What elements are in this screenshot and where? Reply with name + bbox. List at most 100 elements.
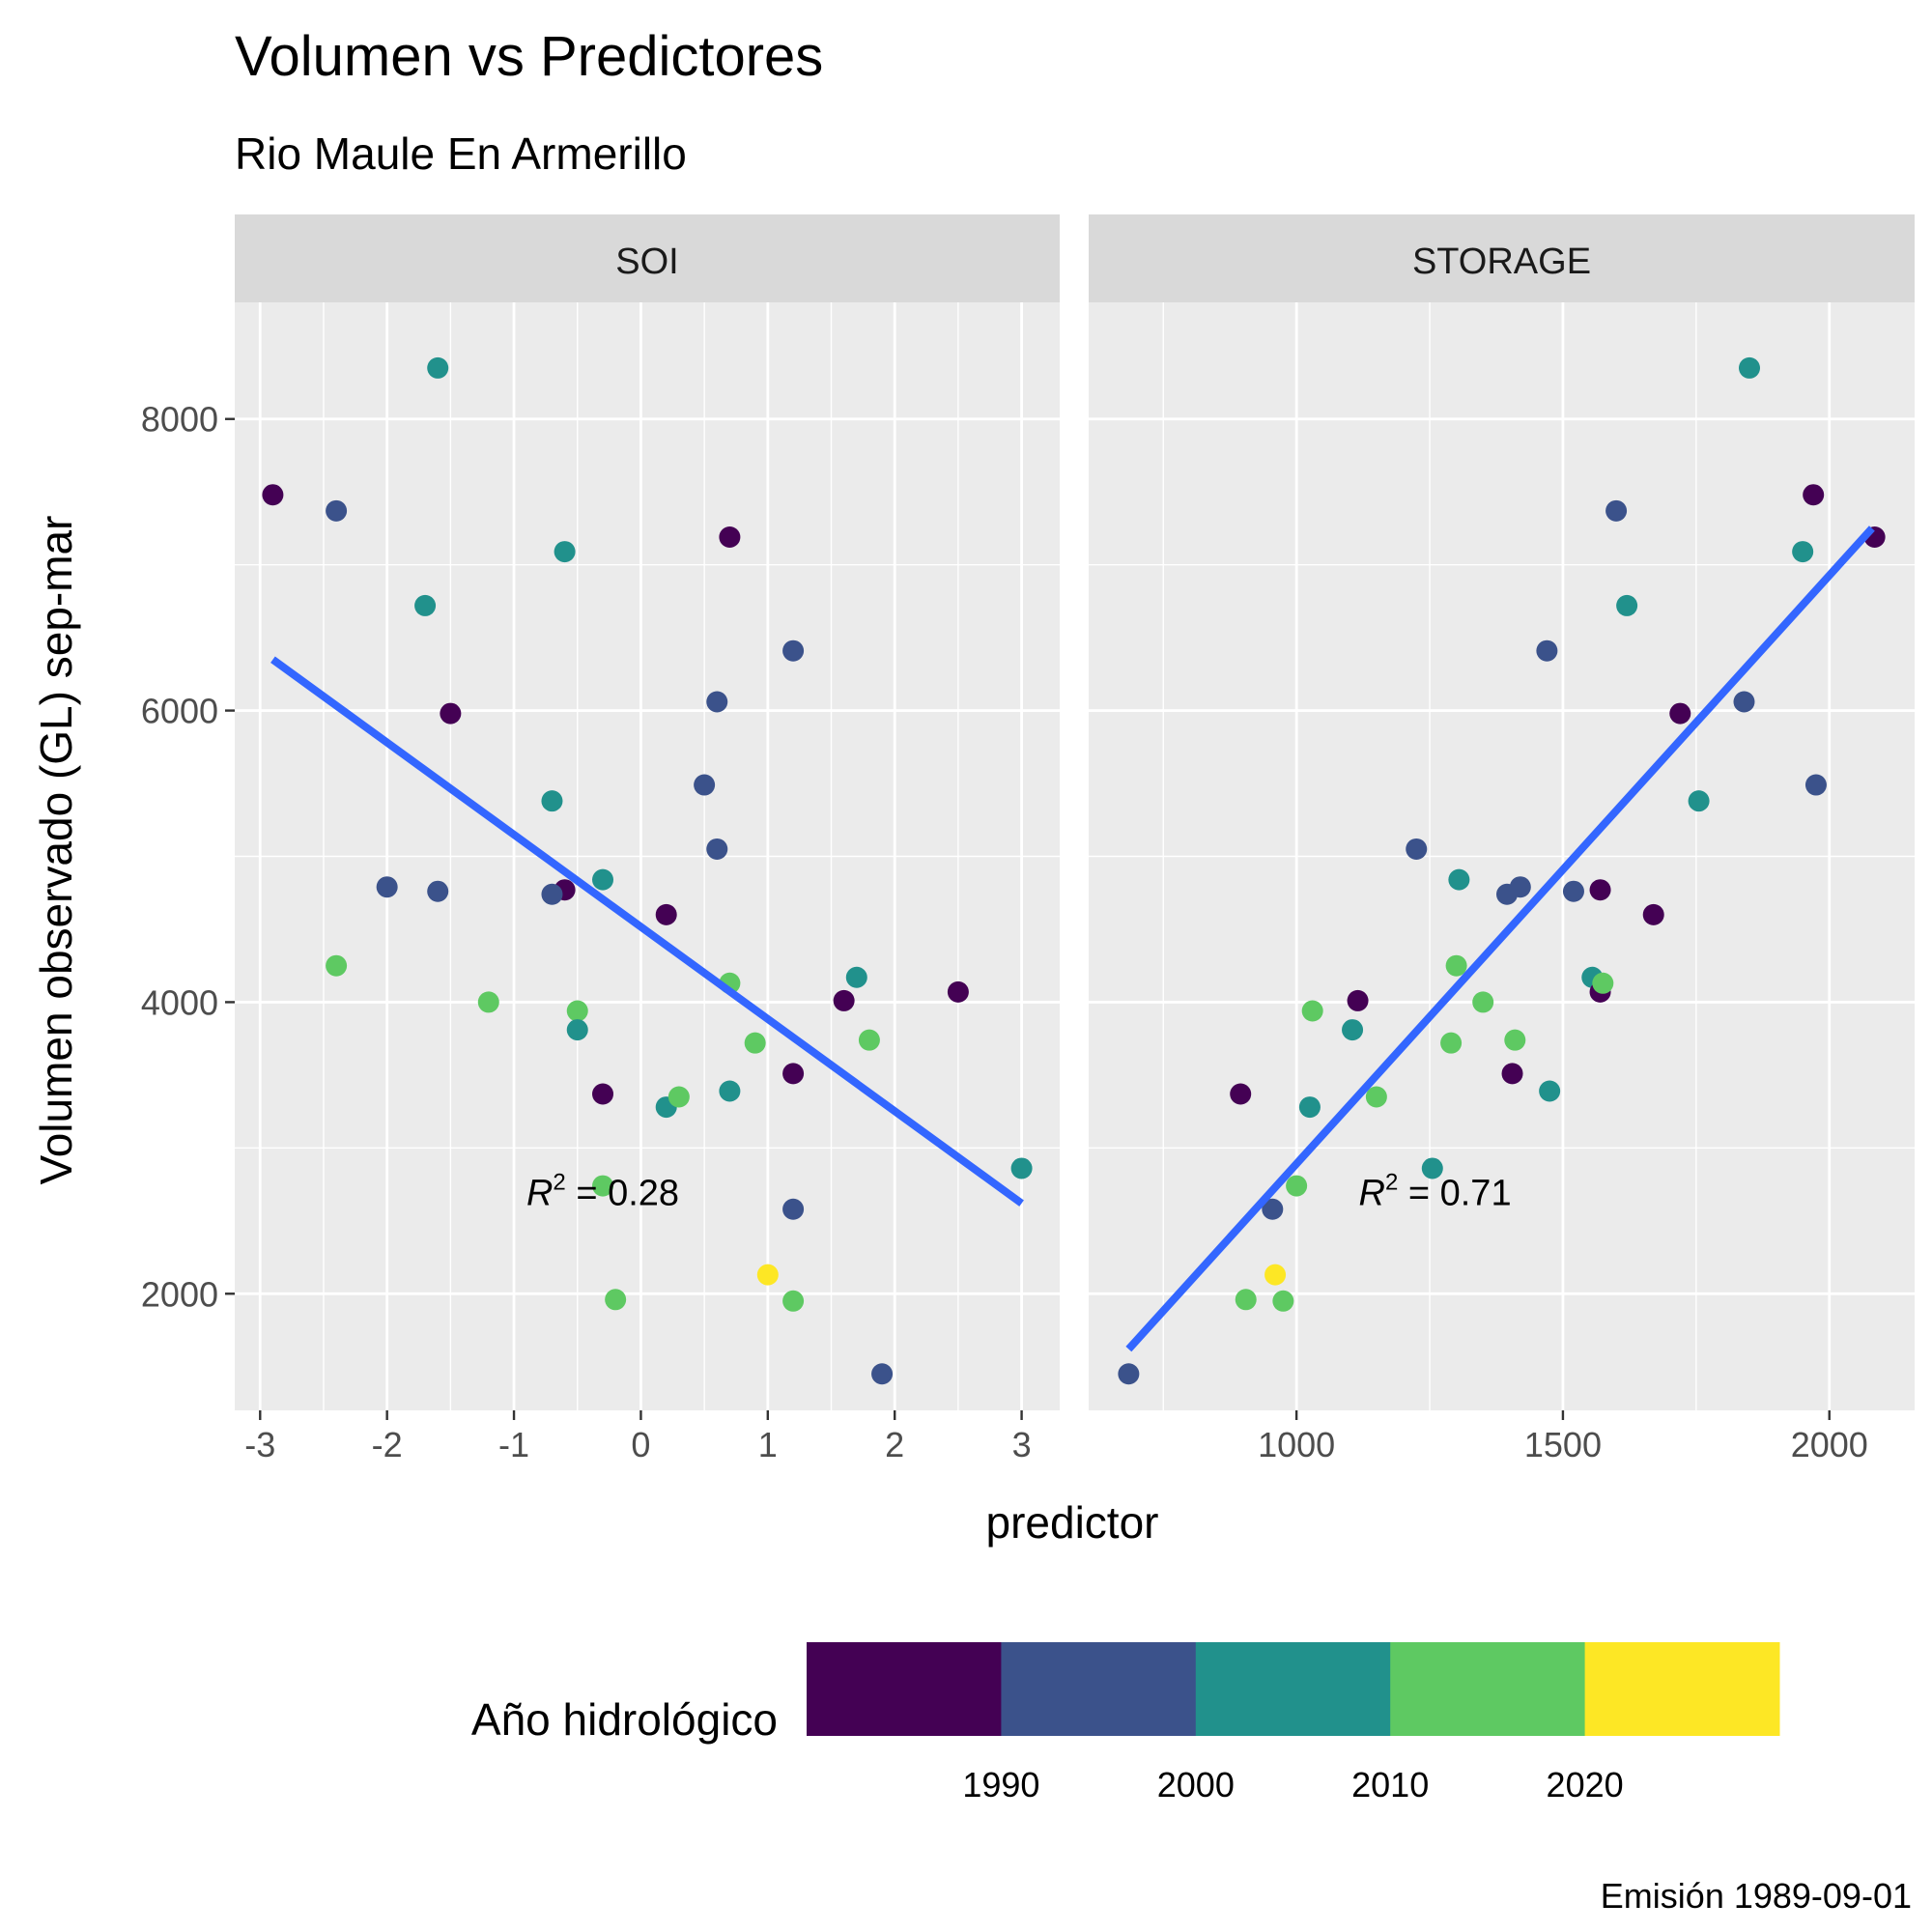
data-point (605, 1289, 627, 1311)
data-point (782, 1063, 805, 1085)
data-point (1365, 1086, 1387, 1108)
panel-strip-label: SOI (615, 242, 678, 282)
data-point (1616, 594, 1638, 616)
panel-strip (235, 214, 1060, 302)
data-point (1421, 1157, 1443, 1179)
data-point (1642, 903, 1664, 925)
y-axis: 2000 4000 6000 8000 (141, 400, 235, 1314)
data-point (427, 356, 449, 379)
x-tick-label: 1000 (1258, 1425, 1335, 1464)
data-point (1272, 1290, 1294, 1312)
data-point (782, 1290, 805, 1312)
legend-color-bin (1584, 1642, 1780, 1736)
data-point (1803, 484, 1825, 506)
data-point (477, 991, 499, 1013)
data-point (871, 1363, 894, 1385)
data-point (655, 903, 677, 925)
regression-line (1125, 526, 1875, 1352)
data-point (262, 484, 284, 506)
data-point (1445, 954, 1467, 977)
data-point (858, 1029, 880, 1051)
data-point (1501, 1063, 1523, 1085)
data-point (1536, 639, 1558, 662)
legend: Año hidrológico 1990 2000 2010 2020 (471, 1642, 1780, 1804)
r2-annotation: R2 = 0.28 (526, 1170, 679, 1214)
x-tick-label: 1 (758, 1425, 778, 1464)
data-point (1592, 972, 1614, 994)
data-point (1448, 868, 1470, 891)
y-tick-label: 6000 (141, 692, 218, 731)
data-point (1298, 1096, 1321, 1119)
data-point (1347, 989, 1369, 1011)
legend-title: Año hidrológico (471, 1694, 778, 1745)
data-point (1589, 879, 1611, 901)
data-point (833, 989, 855, 1011)
data-point (326, 954, 348, 977)
legend-break-label: 2020 (1547, 1765, 1624, 1804)
x-tick-label: -1 (498, 1425, 529, 1464)
data-point (694, 774, 716, 796)
data-point (706, 691, 728, 713)
data-point (756, 1264, 779, 1286)
data-point (427, 880, 449, 902)
data-point (1669, 702, 1691, 724)
data-point (541, 790, 563, 812)
data-point (668, 1086, 690, 1108)
x-tick-label: 2 (885, 1425, 904, 1464)
chart-title: Volumen vs Predictores (235, 25, 823, 88)
legend-color-bin (807, 1642, 1002, 1736)
data-point (1472, 991, 1494, 1013)
x-tick-label: 0 (631, 1425, 650, 1464)
data-point (947, 980, 969, 1003)
x-tick-label: -2 (372, 1425, 403, 1464)
data-point (845, 966, 867, 988)
x-axis-label: predictor (986, 1497, 1159, 1548)
data-point (1235, 1289, 1257, 1311)
y-tick-label: 2000 (141, 1274, 218, 1314)
legend-break-label: 1990 (962, 1765, 1039, 1804)
x-tick-label: -3 (244, 1425, 275, 1464)
data-point (1504, 1029, 1526, 1051)
data-point (1562, 880, 1584, 902)
legend-break-label: 2010 (1351, 1765, 1429, 1804)
data-point (326, 499, 348, 522)
data-point (414, 594, 437, 616)
y-axis-label: Volumen observado (GL) sep-mar (31, 516, 81, 1185)
data-point (440, 702, 462, 724)
data-point (1262, 1198, 1284, 1220)
data-point (592, 1083, 614, 1105)
data-point (1010, 1157, 1033, 1179)
data-point (1342, 1019, 1364, 1041)
data-point (1539, 1080, 1561, 1102)
data-point (782, 1198, 805, 1220)
panels: SOI R2 = 0.28 -3 -2 -1 0 1 2 3 STORAGE R2 = 0.71 10… (235, 214, 1915, 1464)
data-point (1688, 790, 1710, 812)
data-point (1406, 838, 1428, 860)
caption: Emisión 1989-09-01 (1601, 1876, 1912, 1916)
legend-color-bin (1195, 1642, 1391, 1736)
data-point (1739, 356, 1760, 379)
y-tick-label: 8000 (141, 400, 218, 440)
data-point (592, 868, 614, 891)
data-point (1230, 1083, 1252, 1105)
legend-color-bin (1001, 1642, 1197, 1736)
data-point (1792, 541, 1814, 563)
data-point (1301, 1000, 1323, 1022)
data-point (706, 838, 728, 860)
chart-subtitle: Rio Maule En Armerillo (235, 128, 687, 179)
data-point (1605, 499, 1628, 522)
data-point (1440, 1032, 1463, 1054)
panel-soi: SOI R2 = 0.28 -3 -2 -1 0 1 2 3 (235, 214, 1060, 1464)
x-tick-label: 3 (1012, 1425, 1032, 1464)
data-point (1286, 1175, 1308, 1197)
data-point (592, 1175, 614, 1197)
x-tick-label: 1500 (1524, 1425, 1602, 1464)
data-point (1264, 1264, 1287, 1286)
panel-strip-label: STORAGE (1412, 242, 1591, 282)
data-point (554, 541, 576, 563)
data-point (376, 876, 398, 898)
y-tick-label: 4000 (141, 982, 218, 1022)
data-point (1509, 876, 1531, 898)
data-point (566, 1000, 588, 1022)
